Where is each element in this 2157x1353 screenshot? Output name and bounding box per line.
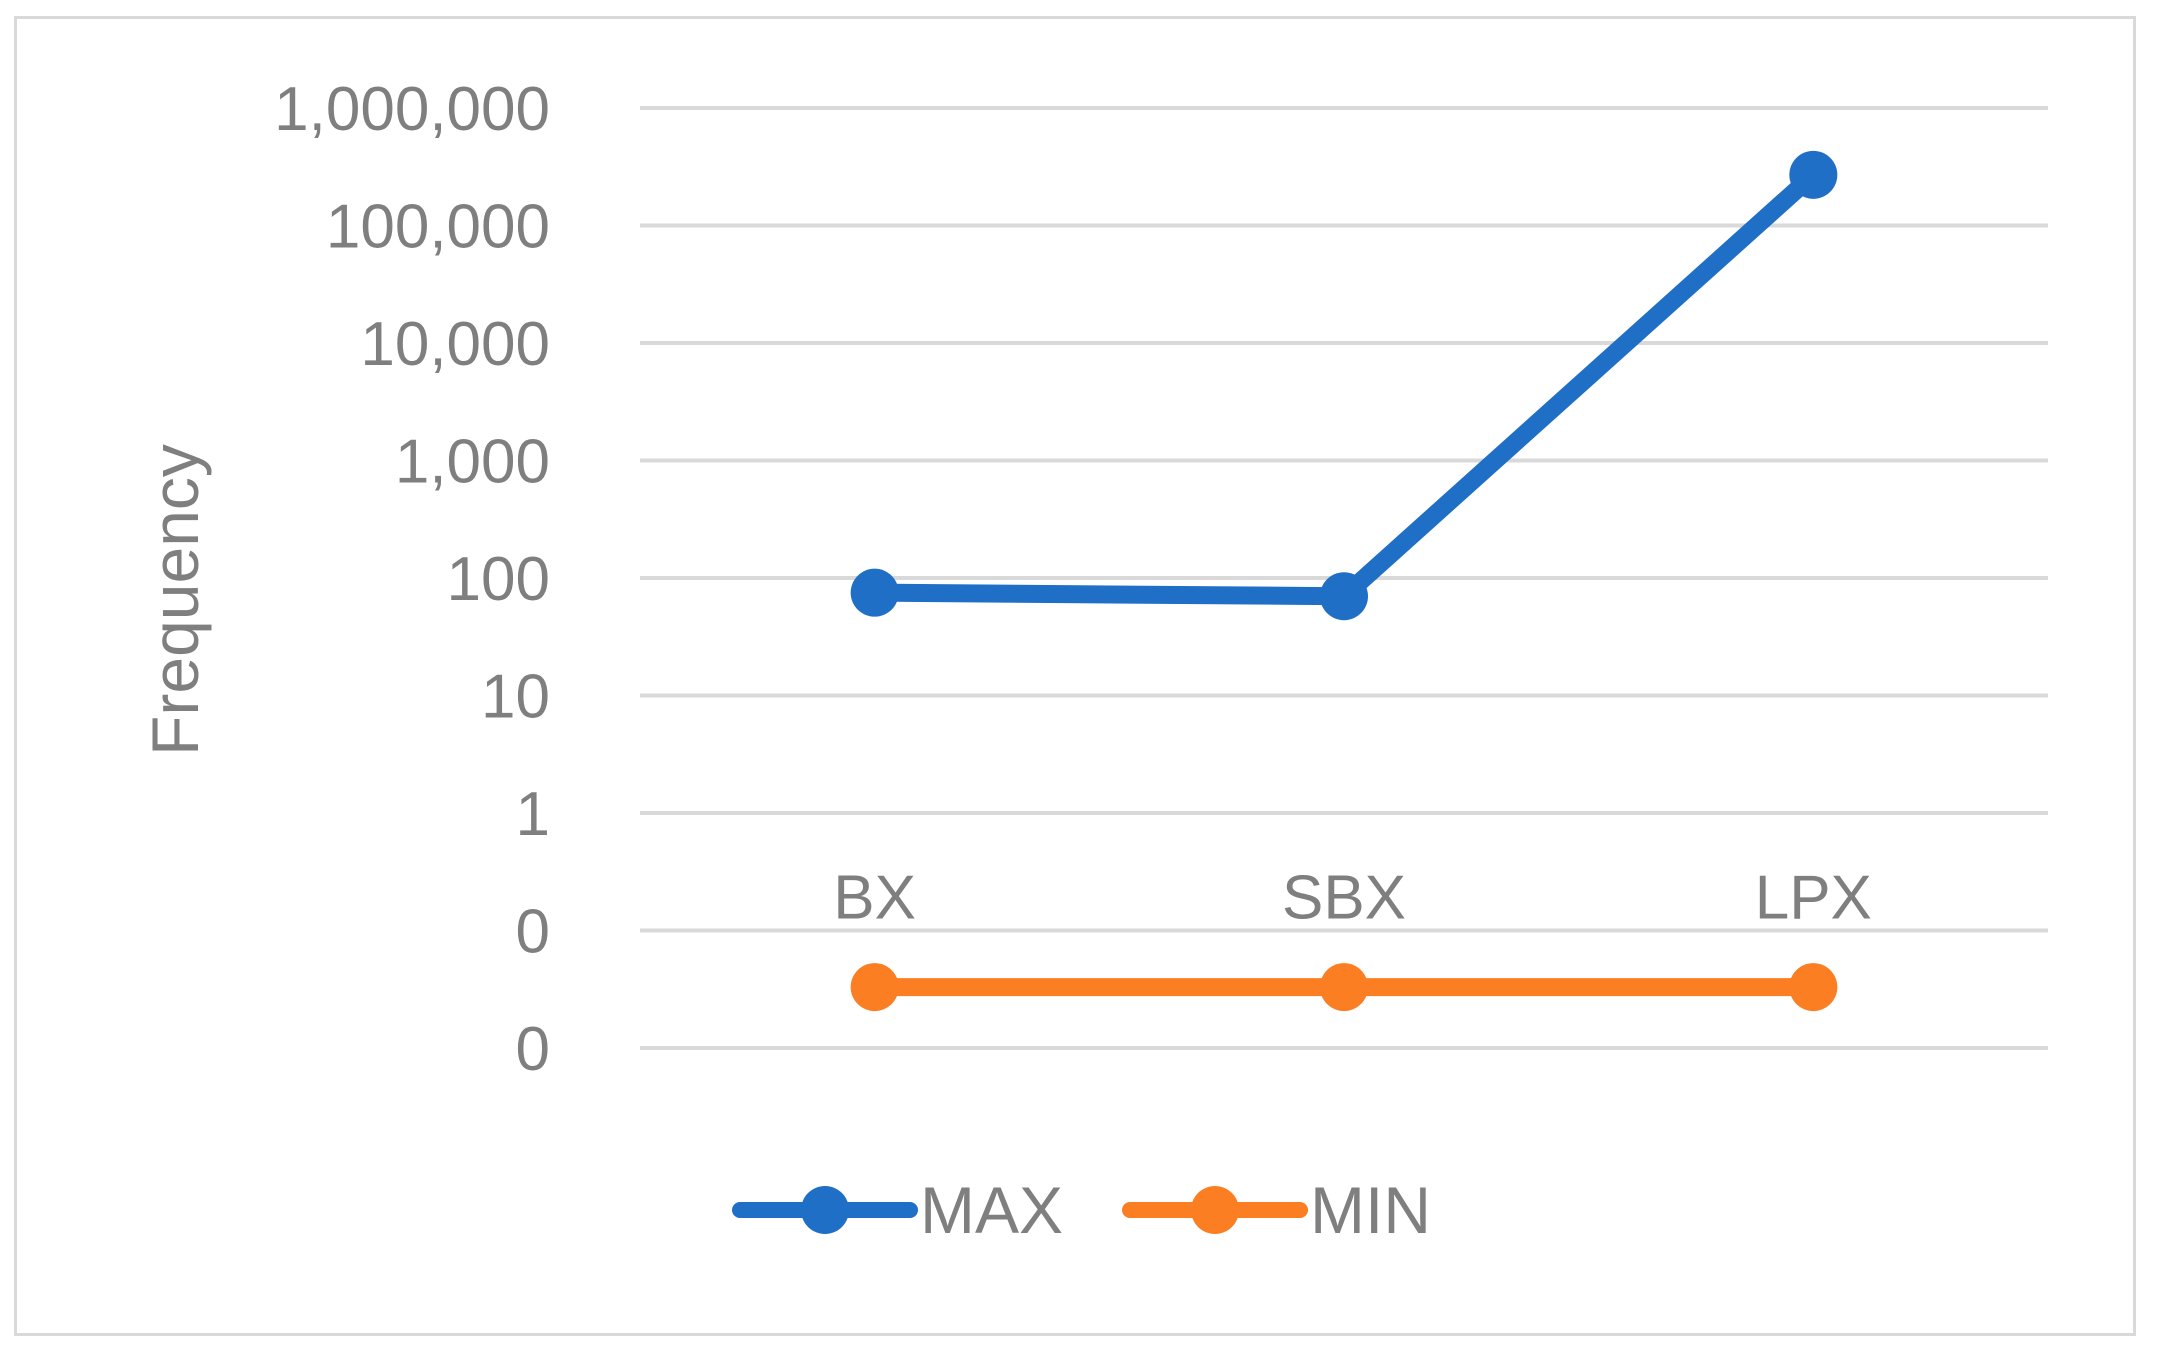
legend-swatch-marker (1191, 1186, 1239, 1234)
x-tick-label: LPX (1755, 864, 1872, 933)
legend-label-max: MAX (920, 1173, 1063, 1247)
x-tick-label: BX (833, 864, 916, 933)
series-points (850, 150, 1838, 1012)
y-tick-label: 0 (516, 1015, 550, 1084)
data-point-max (1789, 150, 1838, 199)
data-point-min (1320, 963, 1368, 1012)
y-tick-label: 10 (481, 663, 550, 732)
gridlines (640, 106, 2048, 1050)
series-line-max (865, 165, 1823, 606)
chart-frame (14, 16, 2136, 1336)
data-point-min (1789, 963, 1838, 1012)
y-axis-label: Frequency (138, 444, 212, 756)
legend-label-min: MIN (1310, 1173, 1431, 1247)
y-tick-label: 100,000 (326, 193, 550, 262)
x-axis-tick-labels: BX SBX LPX (833, 864, 1872, 933)
y-tick-label: 100 (447, 545, 550, 614)
legend-swatch-marker (801, 1186, 849, 1234)
y-tick-label: 1,000 (395, 428, 550, 497)
y-tick-label: 1,000,000 (274, 75, 550, 144)
data-point-max (850, 568, 899, 617)
data-point-max (1320, 572, 1368, 621)
y-tick-label: 1 (516, 780, 550, 849)
y-tick-label: 10,000 (360, 310, 550, 379)
y-tick-label: 0 (516, 898, 550, 967)
x-tick-label: SBX (1282, 864, 1406, 933)
legend: MAX MIN (732, 1173, 1431, 1247)
data-point-min (850, 963, 899, 1012)
